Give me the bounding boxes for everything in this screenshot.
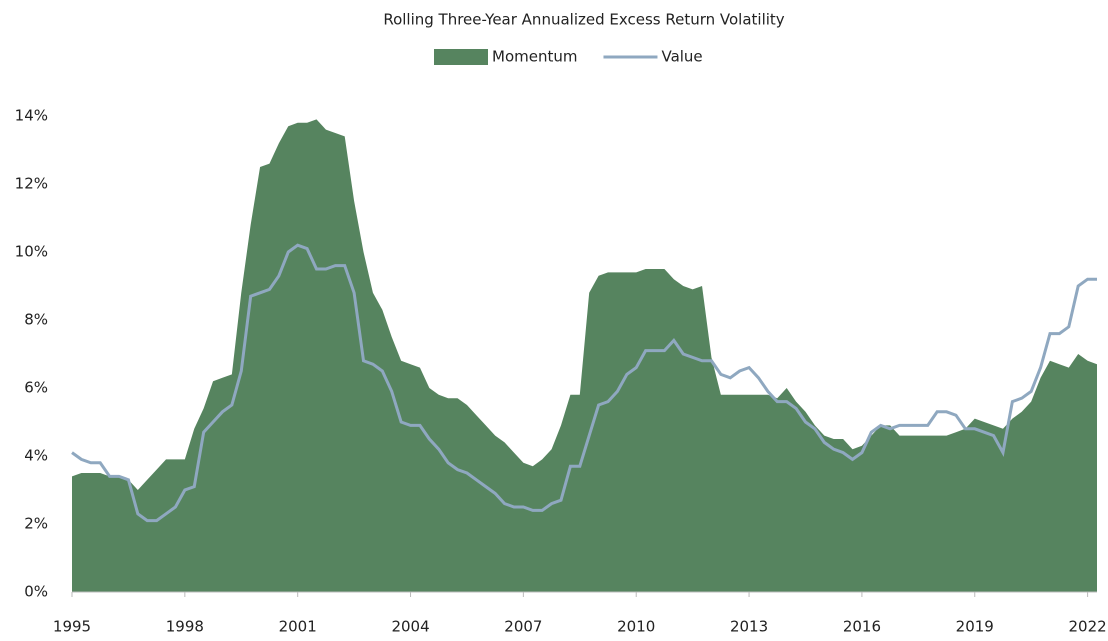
x-tick-label: 1995 bbox=[53, 618, 91, 636]
legend-swatch bbox=[434, 49, 488, 65]
x-tick-label: 2019 bbox=[956, 618, 994, 636]
y-tick-label: 6% bbox=[24, 379, 48, 397]
y-tick-label: 8% bbox=[24, 311, 48, 329]
x-tick-label: 2001 bbox=[279, 618, 317, 636]
y-tick-label: 0% bbox=[24, 583, 48, 601]
x-tick-label: 2013 bbox=[730, 618, 768, 636]
y-tick-label: 2% bbox=[24, 515, 48, 533]
chart-title: Rolling Three-Year Annualized Excess Ret… bbox=[383, 11, 784, 29]
x-tick-label: 2004 bbox=[391, 618, 429, 636]
y-tick-label: 12% bbox=[15, 175, 48, 193]
area bbox=[72, 119, 1097, 593]
line bbox=[71, 243, 1097, 523]
x-tick-label: 2016 bbox=[843, 618, 881, 636]
y-tick-label: 14% bbox=[15, 107, 48, 125]
x-tick-label: 2007 bbox=[504, 618, 542, 636]
y-tick-label: 4% bbox=[24, 447, 48, 465]
y-tick-label: 10% bbox=[15, 243, 48, 261]
x-tick-label: 2010 bbox=[617, 618, 655, 636]
legend-label: Momentum bbox=[492, 48, 577, 66]
x-tick-label: 1998 bbox=[166, 618, 204, 636]
x-tick-label: 2022 bbox=[1069, 618, 1107, 636]
legend-label: Value bbox=[661, 48, 702, 66]
